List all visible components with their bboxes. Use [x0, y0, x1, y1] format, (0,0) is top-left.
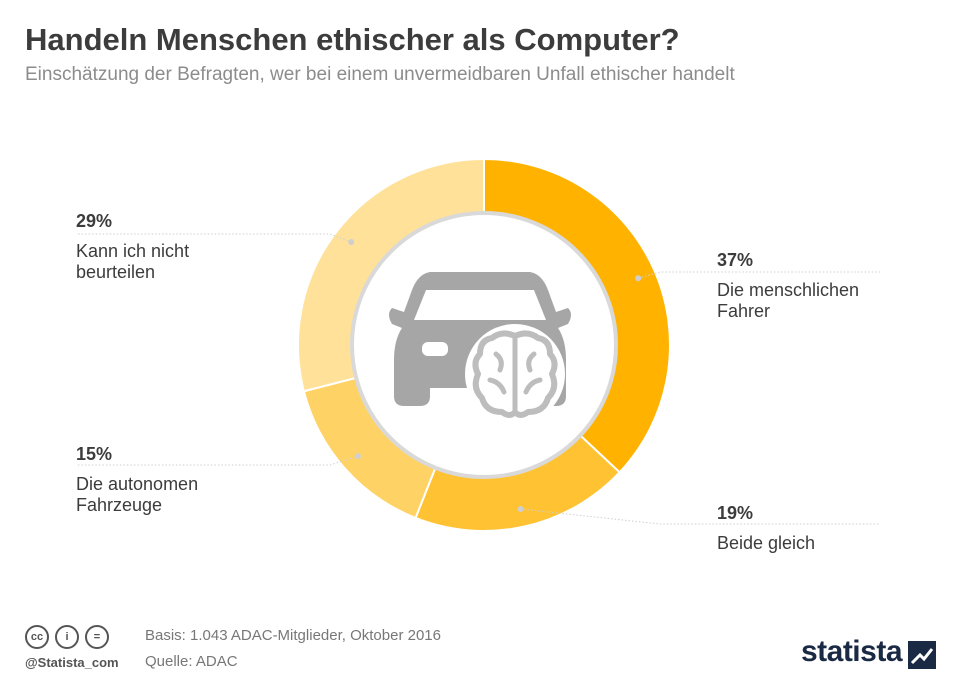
slice-value-label: 29% [76, 211, 113, 231]
inner-ring [350, 211, 618, 479]
slice-category-label: Beide gleich [717, 533, 816, 553]
page-subtitle: Einschätzung der Befragten, wer bei eine… [25, 64, 735, 85]
slice-label: 19% Beide gleich [717, 503, 815, 554]
statista-logo-icon [908, 641, 936, 669]
slice-category-label: Kann ich nicht beurteilen [76, 241, 190, 282]
page-title: Handeln Menschen ethischer als Computer? [25, 22, 680, 57]
basis-note: Basis: 1.043 ADAC-Mitglieder, Oktober 20… [145, 627, 441, 644]
slice-value-label: 15% [76, 444, 113, 464]
slice-category-label: Die autonomen Fahrzeuge [76, 474, 199, 515]
leaders-layer [76, 233, 880, 525]
statista-logo-text[interactable]: statista [800, 635, 903, 668]
leader-line [520, 508, 880, 525]
license-icons: cc i = [25, 625, 109, 649]
slice-value-label: 37% [717, 250, 754, 270]
slice-label: 15% Die autonomen Fahrzeuge [76, 444, 198, 516]
donut-slice [414, 433, 622, 532]
slice-label: 37% Die menschlichen Fahrer [717, 250, 859, 322]
leader-line [76, 233, 352, 243]
leader-line [638, 271, 880, 279]
statista-handle[interactable]: @Statista_com [25, 655, 119, 670]
slice-category-label: Die menschlichen Fahrer [717, 280, 860, 321]
brain-icon [465, 324, 565, 424]
nd-icon: = [85, 625, 109, 649]
by-icon: i [55, 625, 79, 649]
slice-value-label: 19% [717, 503, 754, 523]
slices-layer [297, 157, 671, 532]
source-note: Quelle: ADAC [145, 653, 238, 670]
cc-icon: cc [25, 625, 49, 649]
slice-label: 29% Kann ich nicht beurteilen [76, 211, 189, 283]
leader-line [76, 455, 359, 466]
